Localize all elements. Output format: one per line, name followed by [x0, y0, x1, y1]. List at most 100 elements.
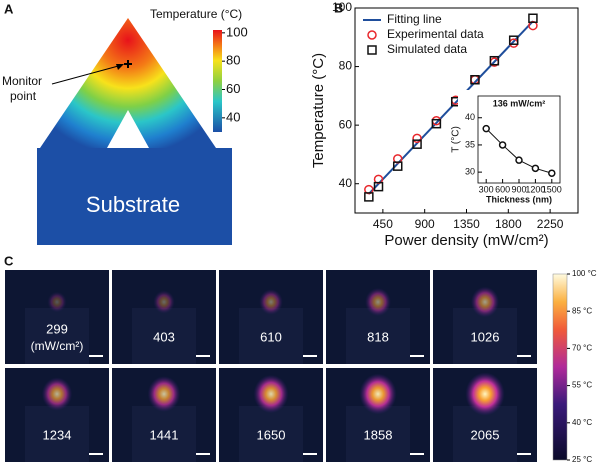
power-label: 1650 [257, 427, 286, 442]
colorbar-tick-label: 80 [226, 53, 240, 68]
hotspot [147, 376, 181, 412]
device-outline [25, 308, 89, 364]
legend-label: Simulated data [387, 42, 467, 56]
colorbar-tick-label: 100 °C [572, 269, 597, 278]
marker [482, 124, 490, 133]
marker [548, 169, 556, 177]
x-axis-label: Thickness (nm) [486, 194, 552, 204]
colorbar [213, 30, 222, 132]
power-label: 818 [367, 329, 389, 344]
power-label: 610 [260, 329, 282, 344]
thermal-image: 1441 [112, 368, 216, 462]
marker [531, 164, 540, 173]
thermal-image: 1650 [219, 368, 323, 462]
hotspot [359, 373, 397, 415]
y-tick-label: 35 [465, 139, 475, 149]
marker [528, 13, 538, 23]
colorbar-title: Temperature (°C) [150, 7, 242, 21]
marker [431, 118, 442, 129]
device-outline [132, 308, 196, 364]
panel-label: A [4, 1, 14, 16]
thermal-image: 610 [219, 270, 323, 364]
marker [489, 55, 500, 66]
inset-background [458, 90, 562, 207]
x-tick-label: 2250 [537, 217, 564, 231]
arrow [51, 64, 123, 85]
power-label: 403 [153, 329, 175, 344]
marker [412, 133, 422, 144]
marker [364, 192, 374, 202]
arrow-head [116, 64, 124, 70]
device-outline [132, 406, 196, 462]
panel-a: A Substrate Temperature (°C) Monitor poi… [2, 1, 242, 245]
device-outline [346, 406, 410, 462]
y-tick-label: 40 [465, 112, 475, 122]
device-outline [346, 308, 410, 364]
substrate [37, 148, 232, 245]
thermal-image: 1858 [326, 368, 430, 462]
thermal-image: 299 (mW/cm²) [5, 270, 109, 364]
x-tick-label: 1500 [542, 184, 562, 194]
legend-label: Fitting line [387, 12, 442, 26]
triangle [40, 18, 216, 148]
hotspot [153, 290, 175, 314]
legend-label: Experimental data [387, 27, 484, 41]
thermal-image: 2065 [433, 368, 537, 462]
x-tick-label: 300 [479, 184, 494, 194]
device-outline [239, 308, 303, 364]
panel-label: C [4, 253, 14, 268]
x-tick-label: 900 [415, 217, 435, 231]
colorbar-tick-label: 100 [226, 24, 248, 39]
power-label: 2065 [471, 427, 500, 442]
thermal-image: 1234 [5, 368, 109, 462]
y-tick-label: 80 [339, 59, 353, 73]
power-label: 1858 [364, 427, 393, 442]
power-label: 1026 [471, 329, 500, 344]
monitor-label: point [10, 89, 37, 103]
marker [515, 156, 523, 164]
y-axis-label: Temperature (°C) [310, 53, 327, 168]
y-tick-label: 30 [465, 167, 475, 177]
panel-c: C 299 (mW/cm²) 403 610 818 1026 1234 1441 1650 18… [4, 253, 597, 464]
marker [392, 161, 403, 171]
x-tick-label: 1200 [525, 184, 545, 194]
hotspot [259, 289, 283, 315]
x-tick-label: 1800 [495, 217, 522, 231]
colorbar-tick-label: 40 [226, 109, 240, 124]
hotspot [253, 374, 289, 414]
power-label: 1234 [43, 427, 72, 442]
marker [498, 141, 507, 149]
hotspot [47, 291, 67, 313]
y-axis-label: T (°C) [451, 126, 462, 153]
marker [470, 75, 480, 85]
thermal-image: 403 [112, 270, 216, 364]
hotspot [365, 287, 391, 317]
x-tick-label: 600 [495, 184, 510, 194]
colorbar-tick-label: 55 °C [572, 381, 592, 390]
power-label: 299 [46, 321, 68, 336]
x-tick-label: 450 [373, 217, 393, 231]
colorbar-tick-label: 70 °C [572, 344, 592, 353]
colorbar [552, 273, 568, 461]
panel-label: B [334, 0, 343, 15]
x-axis-label: Power density (mW/cm²) [384, 232, 548, 249]
monitor-point [124, 60, 132, 68]
device-outline [239, 406, 303, 462]
line [368, 20, 534, 195]
device-outline [25, 406, 89, 462]
x-tick-label: 1350 [453, 217, 480, 231]
hole [107, 110, 149, 148]
y-tick-label: 60 [339, 117, 353, 131]
colorbar-tick-label: 25 °C [572, 455, 592, 464]
hotspot [470, 286, 500, 318]
x-tick-label: 900 [511, 184, 526, 194]
marker [373, 181, 384, 192]
marker [508, 35, 519, 45]
thermal-image: 1026 [433, 270, 537, 364]
hotspot [465, 372, 505, 416]
substrate-label: Substrate [86, 192, 180, 217]
monitor-label: Monitor [2, 74, 42, 88]
power-unit: (mW/cm²) [31, 339, 84, 353]
colorbar-tick-label: 40 °C [572, 418, 592, 427]
